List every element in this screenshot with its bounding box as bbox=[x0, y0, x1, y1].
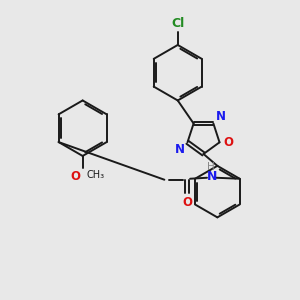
Text: CH₃: CH₃ bbox=[87, 170, 105, 180]
Text: N: N bbox=[207, 170, 217, 183]
Text: N: N bbox=[216, 110, 226, 122]
Text: H: H bbox=[207, 162, 215, 172]
Text: O: O bbox=[224, 136, 233, 149]
Text: O: O bbox=[70, 170, 81, 183]
Text: Cl: Cl bbox=[171, 17, 184, 30]
Text: O: O bbox=[182, 196, 192, 208]
Text: N: N bbox=[175, 143, 184, 156]
